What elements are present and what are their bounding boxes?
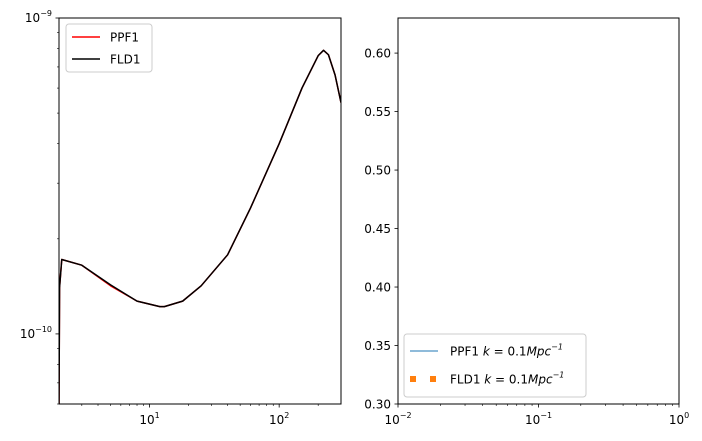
legend-label-name: PPF1 (450, 345, 483, 359)
x-tick-label: 10−1 (525, 411, 552, 427)
y-tick-label: 0.55 (364, 105, 391, 119)
legend-label-exponent: −1 (551, 343, 563, 352)
series-line-fld1 (59, 49, 341, 404)
legend-label-name: FLD1 (450, 373, 484, 387)
y-tick-label: 10−10 (20, 325, 52, 341)
x-tick-label-base: 10 (525, 413, 540, 427)
legend-label-k: k (483, 345, 491, 359)
legend-label-value: = 0.1 (491, 373, 528, 387)
x-tick-label-exponent: −1 (540, 411, 552, 420)
series-line-ppf1 (59, 49, 341, 404)
x-tick-label-exponent: 2 (284, 411, 289, 420)
legend-label-unit: Mpc (528, 373, 553, 387)
y-tick-label-exponent: −10 (35, 325, 52, 334)
left-legend: PPF1 FLD1 (65, 23, 153, 73)
y-tick-label: 0.60 (364, 47, 391, 61)
legend-handle-fld1-dot (410, 376, 416, 382)
x-tick-label: 10−2 (384, 411, 411, 427)
x-tick-label-exponent: −2 (400, 411, 412, 420)
legend-label-ppf1: PPF1 (110, 31, 139, 45)
y-tick-label: 0.45 (364, 222, 391, 236)
legend-label-unit: Mpc (527, 345, 552, 359)
legend-label-value: = 0.1 (490, 345, 527, 359)
y-tick-label: 0.30 (364, 398, 391, 412)
legend-box (65, 23, 153, 73)
legend-label-k: k (484, 373, 492, 387)
x-tick-label-exponent: 0 (684, 411, 689, 420)
x-tick-label-base: 10 (139, 413, 154, 427)
legend-handle-fld1-dot (430, 376, 436, 382)
right-axes-frame (397, 17, 680, 405)
legend-box (403, 333, 587, 398)
x-tick-label: 102 (269, 411, 289, 427)
legend-label-exponent: −1 (553, 371, 565, 380)
x-tick-label: 101 (139, 411, 159, 427)
left-axes-frame (58, 17, 342, 405)
legend-label: PPF1 k = 0.1Mpc−1 (450, 343, 563, 359)
y-tick-label-base: 10 (20, 327, 35, 341)
y-tick-label-base: 10 (25, 11, 40, 25)
left-plot-lines (59, 49, 341, 404)
y-tick-label-exponent: −9 (40, 9, 52, 18)
y-tick-label: 10−9 (25, 9, 52, 25)
right-axes: 10−2 10−1 1000.300.350.400.450.500.550.60 … (364, 17, 689, 427)
legend-label-fld1: FLD1 (110, 53, 140, 67)
x-tick-label-exponent: 1 (155, 411, 160, 420)
legend-label: FLD1 k = 0.1Mpc−1 (450, 371, 564, 387)
y-tick-label: 0.35 (364, 339, 391, 353)
x-tick-label-base: 10 (269, 413, 284, 427)
x-tick-label-base: 10 (669, 413, 684, 427)
x-tick-label: 100 (669, 411, 689, 427)
y-tick-label: 0.40 (364, 281, 391, 295)
x-tick-label-base: 10 (384, 413, 399, 427)
y-tick-label: 0.50 (364, 164, 391, 178)
